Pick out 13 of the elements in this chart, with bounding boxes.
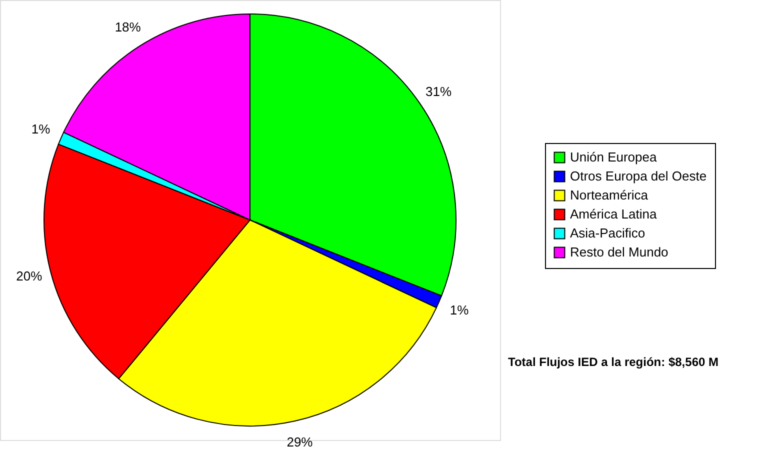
- data-label: 18%: [114, 19, 142, 34]
- data-label: 31%: [426, 84, 452, 99]
- data-label: 1%: [31, 121, 51, 136]
- legend-label: Unión Europea: [570, 150, 658, 164]
- legend-label: Asia-Pacifico: [570, 226, 646, 240]
- legend-label: América Latina: [570, 206, 658, 222]
- text: Total Flujos IED a la región: $8,560 M: [508, 355, 718, 369]
- data-label: 20%: [16, 268, 43, 284]
- legend-label: Resto del Mundo: [570, 244, 668, 260]
- legend-label: Otros Europa del Oeste: [570, 168, 707, 184]
- data-label: 1%: [450, 302, 470, 318]
- legend-label: Norteamérica: [570, 188, 649, 202]
- data-label: 29%: [286, 434, 314, 450]
